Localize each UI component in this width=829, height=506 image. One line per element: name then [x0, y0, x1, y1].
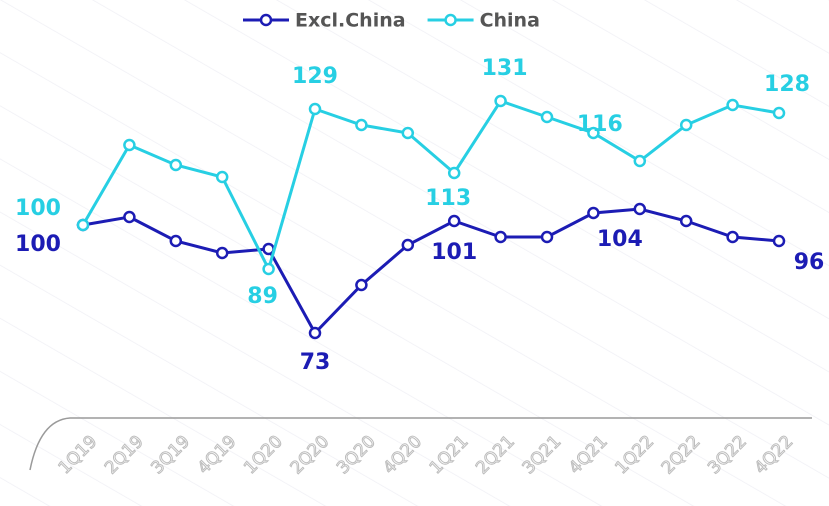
point-marker: [401, 126, 415, 140]
point-marker: [215, 246, 229, 260]
point-marker: [355, 278, 368, 292]
point-marker: [587, 206, 600, 220]
point-marker: [494, 230, 507, 244]
point-marker: [772, 106, 786, 120]
point-marker: [633, 154, 647, 168]
point-marker: [215, 170, 229, 184]
point-marker: [726, 98, 739, 112]
point-marker: [169, 234, 183, 248]
point-marker: [540, 110, 554, 124]
legend-label: Excl.China: [295, 10, 406, 32]
data-label: 89: [247, 284, 278, 309]
point-marker: [633, 202, 647, 216]
point-marker: [447, 214, 461, 228]
point-marker: [540, 230, 554, 244]
point-marker: [726, 230, 739, 244]
x-axis: [29, 417, 812, 471]
point-marker: [308, 326, 322, 340]
point-marker: [123, 210, 136, 224]
point-marker: [772, 234, 786, 248]
point-marker: [262, 262, 275, 276]
data-label: 73: [300, 350, 331, 375]
point-marker: [447, 166, 461, 180]
point-marker: [587, 126, 600, 140]
data-label: 101: [431, 240, 477, 265]
series-line: [82, 207, 780, 336]
point-marker: [355, 118, 368, 132]
data-label: 96: [794, 250, 825, 275]
point-marker: [401, 238, 415, 252]
data-label: 100: [15, 196, 61, 221]
series-line: [81, 99, 780, 274]
legend-marker: [259, 13, 273, 27]
point-marker: [494, 94, 507, 108]
legend-label: China: [480, 10, 540, 32]
point-marker: [169, 158, 183, 172]
point-marker: [123, 138, 136, 152]
data-label: 104: [597, 227, 643, 252]
legend-marker: [444, 13, 457, 27]
data-label: 129: [292, 64, 338, 89]
point-marker: [308, 102, 322, 116]
data-label: 100: [15, 232, 61, 257]
point-marker: [679, 118, 693, 132]
legend: Excl.China China: [243, 10, 540, 32]
point-marker: [76, 218, 90, 232]
point-marker: [679, 214, 693, 228]
data-label: 128: [764, 72, 810, 97]
data-label: 116: [577, 112, 623, 137]
data-label: 131: [482, 56, 528, 81]
data-label: 113: [425, 186, 471, 211]
